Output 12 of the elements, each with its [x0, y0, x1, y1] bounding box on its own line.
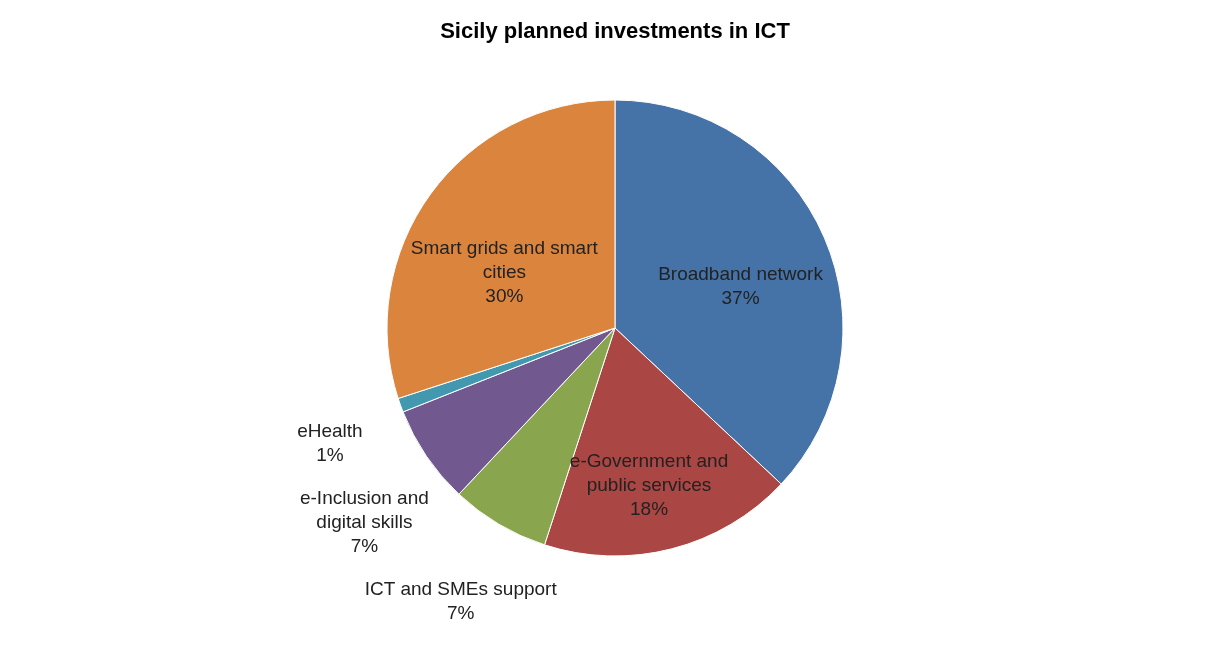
data-label: 37% — [721, 286, 760, 308]
data-label: 7% — [350, 535, 379, 557]
slice-label: Broadband network — [658, 262, 824, 284]
data-label: 7% — [447, 601, 475, 623]
data-label: 1% — [316, 443, 344, 465]
data-label: 30% — [485, 284, 524, 306]
chart-title: Sicily planned investments in ICT — [440, 18, 791, 43]
slice-label: e-Inclusion and digital skills — [299, 487, 429, 533]
slice-label: Smart grids and smart cities — [410, 236, 599, 282]
slice-label: eHealth — [297, 419, 363, 441]
slice-label: ICT and SMEs support — [364, 577, 558, 599]
data-label: 18% — [630, 497, 669, 519]
